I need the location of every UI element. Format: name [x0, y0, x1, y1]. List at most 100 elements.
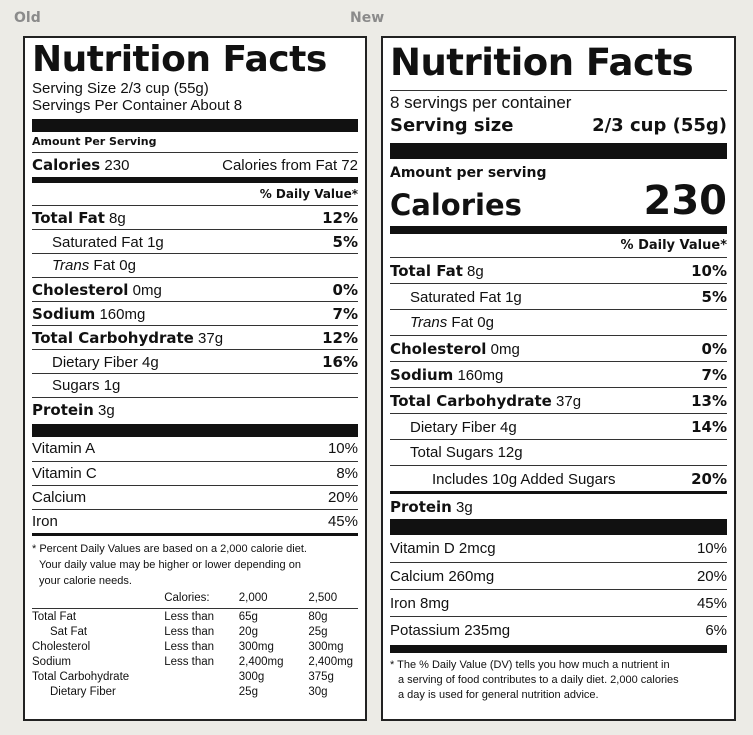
- vitamin-dv: 45%: [327, 513, 358, 530]
- nutrient-amount: Fat 0g: [93, 257, 136, 274]
- nutrient-amount: 3g: [98, 402, 115, 419]
- new-title: Nutrition Facts: [390, 41, 694, 84]
- new-vitamin-row: Iron 8mg 45%: [390, 589, 727, 616]
- nutrient-name: Total Sugars: [410, 444, 494, 461]
- nutrient-name: Dietary Fiber: [52, 354, 138, 371]
- footnote-line: a day is used for general nutrition advi…: [398, 689, 599, 701]
- old-nutrition-label: Nutrition Facts Serving Size 2/3 cup (55…: [23, 36, 367, 721]
- vitamin-dv: 45%: [696, 595, 727, 612]
- nutrient-dv: 5%: [701, 288, 727, 306]
- nutrient-amount: 4g: [500, 419, 517, 436]
- nutrient-name: Saturated Fat: [52, 234, 143, 251]
- new-daily-value-header-row: % Daily Value*: [390, 234, 727, 257]
- footnote-line: * The % Daily Value (DV) tells you how m…: [390, 659, 670, 671]
- vitamin-name: Calcium: [32, 489, 87, 506]
- dv-table-row: Cholesterol Less than 300mg 300mg: [32, 641, 344, 653]
- new-nutrient-row: Sodium 160mg 7%: [390, 361, 727, 387]
- nutrient-name: Total Carbohydrate: [32, 329, 194, 347]
- nutrient-amount: 0mg: [490, 341, 520, 358]
- nutrient-amount: Fat 0g: [451, 314, 494, 331]
- new-nutrient-row: Trans Fat 0g: [390, 309, 727, 335]
- old-nutrient-row: Total Carbohydrate 37g 12%: [32, 325, 358, 349]
- old-nutrient-row: Trans Fat 0g: [32, 253, 358, 277]
- new-nutrient-row: Total Fat 8g 10%: [390, 257, 727, 283]
- new-nutrient-row: Protein 3g: [390, 491, 727, 517]
- vitamin-name: Vitamin D 2mcg: [390, 540, 496, 557]
- old-daily-value-header-row: % Daily Value*: [32, 183, 358, 205]
- new-serving-size-row: Serving size 2/3 cup (55g): [390, 115, 727, 137]
- nutrient-amount: 37g: [556, 393, 582, 410]
- nutrient-amount: 1g: [103, 377, 121, 394]
- nutrient-name: Total Fat: [32, 209, 105, 227]
- old-nutrient-row: Cholesterol 0mg 0%: [32, 277, 358, 301]
- old-vitamin-row: Calcium 20%: [32, 485, 358, 509]
- medium-divider: [32, 177, 358, 183]
- dv-table-row: Dietary Fiber 25g 30g: [50, 686, 328, 698]
- nutrient-dv: 0%: [332, 281, 358, 299]
- new-nutrition-label: Nutrition Facts 8 servings per container…: [381, 36, 736, 721]
- vitamin-dv: 20%: [696, 568, 727, 585]
- footnote-line: a serving of food contributes to a daily…: [398, 674, 679, 686]
- nutrient-name: Sodium: [390, 366, 454, 384]
- old-daily-value-header: % Daily Value*: [259, 187, 358, 201]
- new-nutrient-row: Dietary Fiber 4g 14%: [390, 413, 727, 439]
- nutrient-name: Protein: [32, 401, 94, 419]
- footnote-line: * Percent Daily Values are based on a 2,…: [32, 543, 307, 555]
- medium-divider: [390, 226, 727, 234]
- old-vitamin-row: Vitamin A 10%: [32, 437, 358, 461]
- nutrient-amount: 3g: [456, 499, 473, 516]
- nutrient-dv: 0%: [701, 340, 727, 358]
- nutrient-amount: 37g: [198, 330, 224, 347]
- thick-divider: [390, 519, 727, 535]
- vitamin-name: Vitamin A: [32, 440, 96, 457]
- nutrient-amount: 8g: [109, 210, 126, 227]
- nutrient-amount: 8g: [467, 263, 484, 280]
- nutrient-name: Saturated Fat: [410, 289, 501, 306]
- nutrient-dv: 12%: [322, 329, 358, 347]
- old-dv-table: Calories: 2,000 2,500 Total Fat Less tha…: [32, 591, 358, 700]
- old-calories-label: Calories: [32, 156, 101, 174]
- new-nutrient-row: Total Sugars 12g: [390, 439, 727, 465]
- nutrient-dv: 10%: [691, 262, 727, 280]
- nutrient-name: Sodium: [32, 305, 96, 323]
- old-footnote: * Percent Daily Values are based on a 2,…: [32, 533, 358, 589]
- vitamin-dv: 6%: [705, 622, 727, 639]
- nutrient-dv: 20%: [691, 470, 727, 488]
- new-daily-value-header: % Daily Value*: [620, 238, 727, 253]
- nutrient-name: Sugars: [52, 377, 100, 394]
- new-calories-label: Calories: [390, 188, 522, 222]
- old-label-caption: Old: [14, 10, 41, 26]
- old-amount-per-serving: Amount Per Serving: [32, 135, 157, 148]
- old-nutrient-row: Total Fat 8g 12%: [32, 205, 358, 229]
- new-nutrient-row: Cholesterol 0mg 0%: [390, 335, 727, 361]
- nutrient-name: Protein: [390, 498, 452, 516]
- old-servings-per-container: Servings Per Container About 8: [32, 97, 243, 114]
- dv-table-row: Total Fat Less than 65g 80g: [32, 611, 328, 623]
- footnote-line: Your daily value may be higher or lower …: [39, 559, 301, 571]
- thick-divider: [32, 424, 358, 437]
- old-nutrient-row: Dietary Fiber 4g 16%: [32, 349, 358, 373]
- nutrient-name: Includes 10g Added Sugars: [432, 471, 616, 488]
- vitamin-name: Calcium 260mg: [390, 568, 495, 585]
- vitamin-dv: 8%: [336, 465, 358, 482]
- new-label-caption: New: [350, 10, 385, 26]
- vitamin-dv: 20%: [327, 489, 358, 506]
- vitamin-name: Iron: [32, 513, 58, 530]
- new-calories-value: 230: [643, 178, 728, 224]
- nutrient-name: Cholesterol: [32, 281, 129, 299]
- nutrient-name: Total Fat: [390, 262, 463, 280]
- nutrient-amount: 160mg: [99, 306, 146, 323]
- old-nutrient-row: Sodium 160mg 7%: [32, 301, 358, 325]
- nutrient-name: Trans: [52, 257, 90, 274]
- new-serving-size-label: Serving size: [390, 115, 514, 136]
- nutrient-amount: 1g: [505, 289, 522, 306]
- new-footnote: * The % Daily Value (DV) tells you how m…: [390, 645, 727, 703]
- footnote-line: your calorie needs.: [39, 575, 132, 587]
- vitamin-name: Potassium 235mg: [390, 622, 511, 639]
- thick-divider: [32, 119, 358, 132]
- dv-table-row: Sat Fat Less than 20g 25g: [50, 626, 328, 638]
- old-calories-from-fat: Calories from Fat 72: [222, 157, 358, 174]
- old-vitamin-row: Vitamin C 8%: [32, 461, 358, 485]
- nutrient-dv: 16%: [322, 353, 358, 371]
- old-nutrient-row: Sugars 1g: [32, 373, 358, 397]
